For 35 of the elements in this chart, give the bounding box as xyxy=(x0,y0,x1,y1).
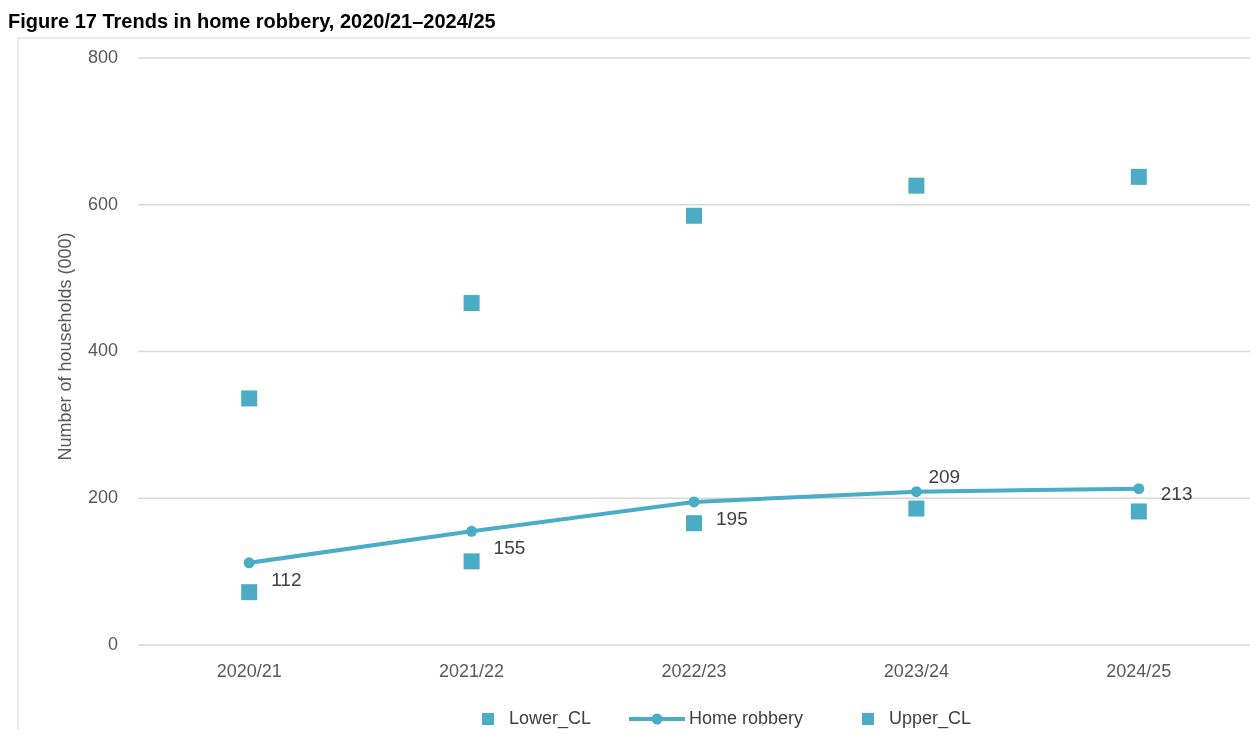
point xyxy=(686,207,702,224)
point xyxy=(466,525,478,537)
chart-title: Figure 17 Trends in home robbery, 2020/21–2024/25 xyxy=(8,10,496,32)
data-label: 155 xyxy=(493,537,526,559)
y-axis-title: Number of households (000) xyxy=(55,232,75,461)
point xyxy=(1130,168,1147,185)
point xyxy=(241,584,258,601)
point xyxy=(908,500,925,517)
x-tick-label: 2022/23 xyxy=(661,660,727,681)
point xyxy=(463,553,480,570)
point xyxy=(241,390,258,407)
data-label: 213 xyxy=(1160,482,1193,504)
y-tick-label: 200 xyxy=(87,487,118,507)
x-tick-label: 2023/24 xyxy=(883,660,949,681)
point xyxy=(910,486,922,498)
legend-label: Upper_CL xyxy=(889,707,972,729)
point xyxy=(1130,503,1147,520)
data-label: 112 xyxy=(271,568,302,590)
point xyxy=(908,177,925,194)
data-label: 195 xyxy=(716,507,748,529)
x-tick-label: 2021/22 xyxy=(439,660,505,681)
y-tick-label: 400 xyxy=(87,340,118,361)
point xyxy=(688,496,700,508)
legend-label: Lower_CL xyxy=(509,707,592,729)
point xyxy=(686,515,702,532)
legend-label: Home robbery xyxy=(689,707,804,728)
x-tick-label: 2024/25 xyxy=(1106,660,1172,681)
point xyxy=(243,557,255,569)
data-label: 209 xyxy=(928,465,961,487)
y-tick-label: 600 xyxy=(87,193,118,214)
x-tick-label: 2020/21 xyxy=(216,660,282,681)
y-tick-label: 0 xyxy=(107,633,118,654)
y-tick-label: 800 xyxy=(87,46,118,67)
point xyxy=(463,295,480,312)
point xyxy=(1133,483,1145,495)
